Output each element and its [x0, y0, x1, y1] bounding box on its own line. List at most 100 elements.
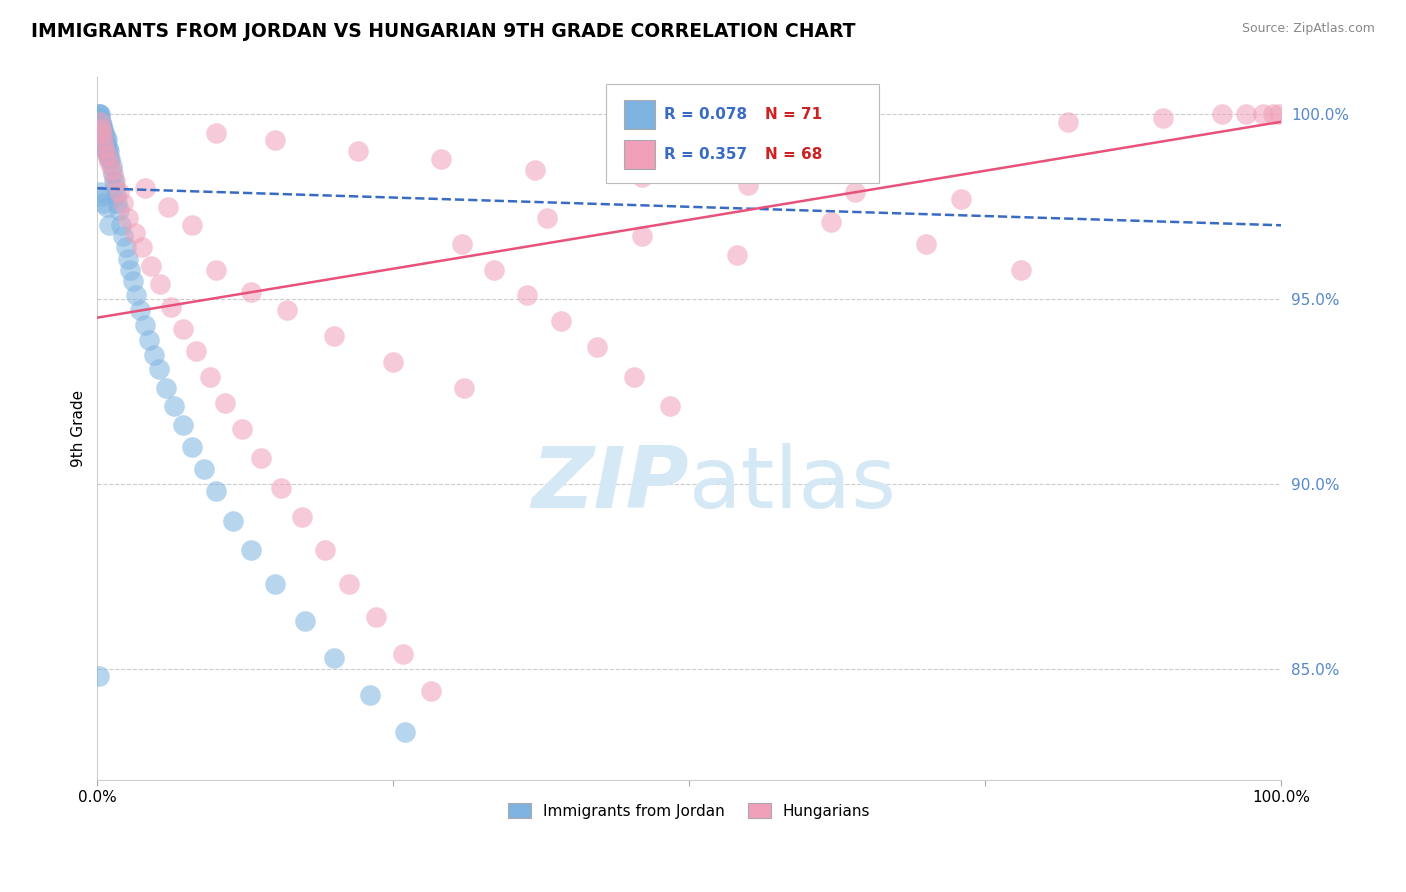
Point: [149, 277, 172, 292]
Point: [193, 462, 215, 476]
Point: [163, 400, 186, 414]
Point: [291, 510, 314, 524]
Point: [91, 196, 114, 211]
Point: [90, 122, 112, 136]
Point: [96, 145, 118, 159]
Point: [204, 126, 226, 140]
Point: [93, 133, 115, 147]
Point: [97, 148, 120, 162]
Point: [93, 141, 115, 155]
Text: Source: ZipAtlas.com: Source: ZipAtlas.com: [1241, 22, 1375, 36]
Point: [276, 303, 298, 318]
Point: [516, 288, 538, 302]
Point: [91, 129, 114, 144]
Point: [181, 219, 204, 233]
Point: [96, 148, 118, 162]
Point: [294, 614, 316, 628]
Point: [90, 188, 112, 202]
Point: [231, 421, 253, 435]
Legend: Immigrants from Jordan, Hungarians: Immigrants from Jordan, Hungarians: [502, 797, 876, 824]
Point: [820, 214, 842, 228]
Text: ZIP: ZIP: [531, 443, 689, 526]
Point: [97, 141, 120, 155]
Point: [240, 543, 263, 558]
Point: [89, 119, 111, 133]
Point: [89, 115, 111, 129]
Point: [550, 314, 572, 328]
Point: [155, 381, 177, 395]
Point: [89, 111, 111, 125]
Point: [91, 126, 114, 140]
Point: [91, 126, 114, 140]
Point: [101, 167, 124, 181]
Text: atlas: atlas: [689, 443, 897, 526]
Point: [117, 252, 139, 266]
Point: [323, 329, 346, 343]
Point: [138, 333, 160, 347]
Point: [172, 417, 194, 432]
Point: [103, 174, 125, 188]
Point: [98, 219, 121, 233]
Point: [89, 107, 111, 121]
Point: [87, 111, 110, 125]
Point: [391, 647, 413, 661]
Point: [89, 185, 111, 199]
Point: [586, 340, 609, 354]
Point: [1253, 107, 1275, 121]
Point: [87, 669, 110, 683]
Point: [214, 395, 236, 409]
Point: [139, 259, 162, 273]
Text: R = 0.357: R = 0.357: [665, 147, 748, 162]
Point: [87, 107, 110, 121]
Point: [1261, 107, 1284, 121]
Point: [382, 355, 405, 369]
Point: [323, 650, 346, 665]
Point: [148, 362, 170, 376]
Point: [631, 170, 654, 185]
Point: [222, 514, 245, 528]
Point: [524, 162, 547, 177]
Point: [915, 236, 938, 251]
Point: [107, 196, 129, 211]
Point: [90, 129, 112, 144]
Point: [346, 145, 368, 159]
Point: [451, 236, 474, 251]
Point: [100, 159, 122, 173]
Point: [159, 300, 181, 314]
Point: [1010, 262, 1032, 277]
Point: [359, 688, 381, 702]
Point: [725, 248, 748, 262]
Point: [270, 481, 292, 495]
Point: [124, 226, 146, 240]
Point: [89, 115, 111, 129]
Point: [844, 185, 866, 199]
Point: [131, 240, 153, 254]
Point: [114, 240, 136, 254]
Text: N = 68: N = 68: [765, 147, 823, 162]
Point: [394, 724, 416, 739]
Point: [125, 288, 148, 302]
Point: [117, 211, 139, 225]
Point: [420, 684, 443, 698]
Text: N = 71: N = 71: [765, 107, 823, 122]
Point: [87, 107, 110, 121]
Point: [110, 219, 132, 233]
Point: [90, 126, 112, 140]
Point: [364, 610, 387, 624]
Point: [129, 303, 152, 318]
Point: [240, 285, 263, 299]
Point: [105, 188, 128, 202]
Point: [339, 576, 361, 591]
Point: [453, 381, 475, 395]
FancyBboxPatch shape: [606, 85, 879, 183]
Point: [950, 193, 973, 207]
Point: [157, 200, 180, 214]
Point: [1267, 107, 1289, 121]
Point: [98, 152, 121, 166]
Point: [249, 451, 271, 466]
Point: [1152, 111, 1174, 125]
Point: [94, 129, 117, 144]
Point: [198, 369, 221, 384]
Point: [204, 484, 226, 499]
Point: [91, 126, 114, 140]
